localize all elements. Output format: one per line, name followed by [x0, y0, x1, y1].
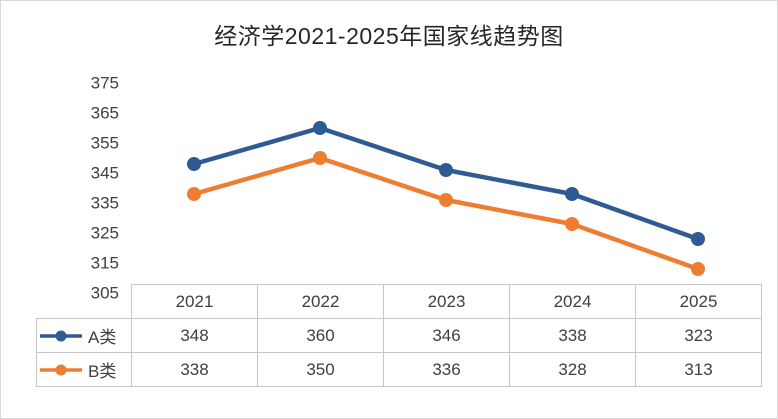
data-point-marker [691, 262, 705, 276]
legend-key: A类 [37, 323, 131, 348]
y-tick-label: 315 [90, 253, 119, 273]
legend-line-marker-icon [40, 330, 82, 341]
value-cell: 350 [257, 352, 384, 387]
value-cell: 338 [509, 318, 636, 353]
series-line [191, 125, 701, 242]
data-point-marker [187, 157, 201, 171]
data-point-marker [439, 163, 453, 177]
value-cell: 328 [509, 352, 636, 387]
value-cell: 338 [131, 352, 258, 387]
table-row: B类 338 350 336 328 313 [36, 352, 762, 387]
y-tick-label: 305 [90, 283, 119, 303]
y-tick-label: 355 [90, 133, 119, 153]
y-tick-label: 345 [90, 163, 119, 183]
value-cell: 336 [383, 352, 510, 387]
y-tick-label: 325 [90, 223, 119, 243]
table-header-row: 2021 2022 2023 2024 2025 [37, 284, 762, 319]
year-header-cell: 2025 [635, 284, 762, 319]
y-tick-label: 335 [90, 193, 119, 213]
year-header-cell: 2024 [509, 284, 636, 319]
legend-cell: A类 [36, 318, 132, 353]
data-point-marker [313, 151, 327, 165]
chart-title: 经济学2021-2025年国家线趋势图 [214, 23, 564, 49]
y-axis: 375 365 355 345 335 325 315 305 [59, 75, 119, 302]
year-header-cell: 2022 [257, 284, 384, 319]
legend-line-marker-icon [40, 364, 82, 375]
data-point-marker [565, 187, 579, 201]
legend-label: B类 [88, 362, 117, 381]
value-cell: 360 [257, 318, 384, 353]
value-cell: 323 [635, 318, 762, 353]
data-table: 2021 2022 2023 2024 2025 A类 348 360 346 338 323 B类 3… [36, 284, 762, 387]
year-header-cell: 2023 [383, 284, 510, 319]
value-cell: 348 [131, 318, 258, 353]
data-point-marker [313, 121, 327, 135]
data-point-marker [439, 193, 453, 207]
legend-cell: B类 [36, 352, 132, 387]
y-tick-label: 365 [90, 103, 119, 123]
legend-label: A类 [88, 328, 117, 347]
table-row: A类 348 360 346 338 323 [36, 318, 762, 353]
legend-key: B类 [37, 357, 131, 382]
line-plot [187, 121, 705, 276]
value-cell: 346 [383, 318, 510, 353]
data-point-marker [565, 217, 579, 231]
value-cell: 313 [635, 352, 762, 387]
y-tick-label: 375 [90, 73, 119, 93]
data-point-marker [691, 232, 705, 246]
year-header-cell: 2021 [131, 284, 258, 319]
data-point-marker [187, 187, 201, 201]
corner-cell [37, 285, 132, 319]
